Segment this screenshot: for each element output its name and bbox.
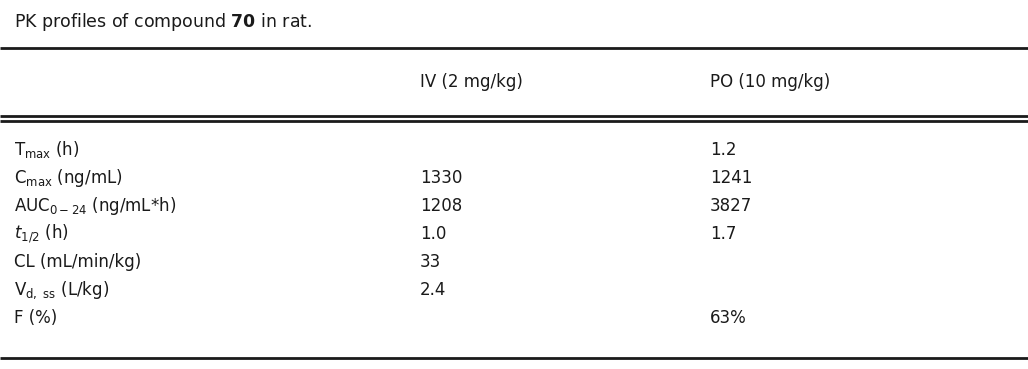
Text: IV (2 mg/kg): IV (2 mg/kg) (420, 73, 523, 91)
Text: 1208: 1208 (420, 197, 463, 215)
Text: 1.7: 1.7 (710, 225, 736, 243)
Text: 1330: 1330 (420, 169, 463, 187)
Text: $\it{t}$$_{\mathregular{1/2}}$ (h): $\it{t}$$_{\mathregular{1/2}}$ (h) (14, 223, 69, 245)
Text: 63%: 63% (710, 309, 746, 327)
Text: CL (mL/min/kg): CL (mL/min/kg) (14, 253, 141, 271)
Text: C$_{\mathregular{max}}$ (ng/mL): C$_{\mathregular{max}}$ (ng/mL) (14, 167, 122, 189)
Text: 1241: 1241 (710, 169, 752, 187)
Text: 2.4: 2.4 (420, 281, 446, 299)
Text: 1.0: 1.0 (420, 225, 446, 243)
Text: T$_{\mathregular{max}}$ (h): T$_{\mathregular{max}}$ (h) (14, 139, 79, 161)
Text: PO (10 mg/kg): PO (10 mg/kg) (710, 73, 831, 91)
Text: 33: 33 (420, 253, 441, 271)
Text: 1.2: 1.2 (710, 141, 736, 159)
Text: AUC$_{\mathregular{0-24}}$ (ng/mL*h): AUC$_{\mathregular{0-24}}$ (ng/mL*h) (14, 195, 176, 217)
Text: V$_{\mathregular{d,\ ss}}$ (L/kg): V$_{\mathregular{d,\ ss}}$ (L/kg) (14, 279, 109, 301)
Text: F (%): F (%) (14, 309, 58, 327)
Text: 3827: 3827 (710, 197, 752, 215)
Text: PK profiles of compound $\mathbf{70}$ in rat.: PK profiles of compound $\mathbf{70}$ in… (14, 11, 313, 33)
